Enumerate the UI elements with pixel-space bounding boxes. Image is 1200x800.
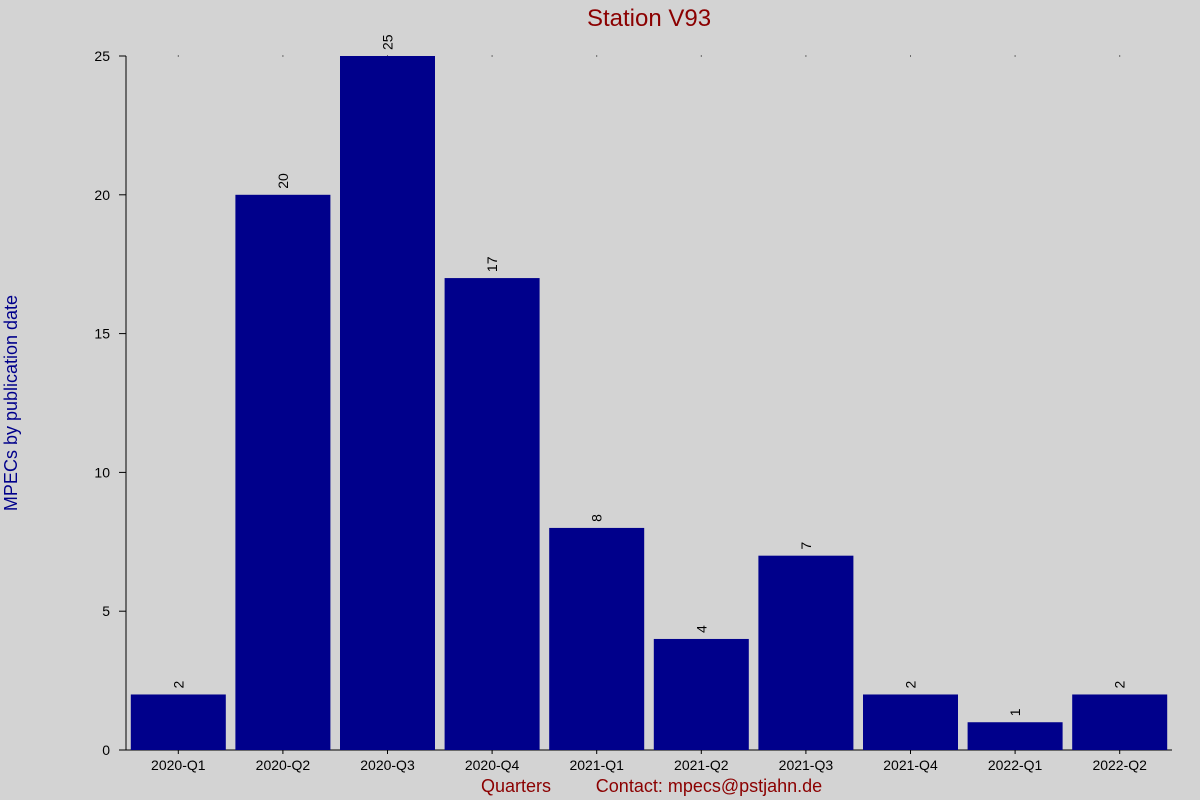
top-tick-mark [700, 55, 702, 57]
top-tick-mark [282, 55, 284, 57]
top-tick-mark [491, 55, 493, 57]
bar [444, 278, 540, 750]
data-label: 2 [170, 680, 186, 688]
chart-title: Station V93 [587, 5, 711, 32]
top-tick-mark [1014, 55, 1016, 57]
x-tick-label: 2020-Q1 [151, 757, 206, 773]
y-tick-label: 20 [94, 187, 110, 203]
x-axis-label: Quarters [481, 776, 551, 796]
top-tick-mark [177, 55, 179, 57]
x-tick-label: 2021-Q2 [674, 757, 729, 773]
bar [130, 694, 226, 750]
data-label: 2 [903, 680, 919, 688]
x-tick-label: 2022-Q2 [1092, 757, 1147, 773]
bars [130, 56, 1168, 751]
x-axis: 2020-Q1 2020-Q2 2020-Q3 2020-Q4 2021-Q1 2021-… [126, 55, 1172, 773]
x-tick-label: 2022-Q1 [988, 757, 1043, 773]
bar [235, 194, 331, 751]
data-label: 7 [798, 542, 814, 550]
x-tick-label: 2020-Q3 [360, 757, 415, 773]
y-tick-label: 5 [102, 603, 110, 619]
data-label: 4 [693, 625, 709, 633]
data-label: 25 [380, 34, 396, 50]
bar [653, 638, 749, 750]
data-label: 1 [1007, 708, 1023, 716]
data-label: 8 [589, 514, 605, 522]
bar [1072, 694, 1168, 750]
bar [340, 56, 435, 750]
y-tick-label: 10 [94, 464, 110, 480]
top-tick-mark [596, 55, 598, 57]
x-tick-label: 2021-Q1 [569, 757, 624, 773]
x-tick-label: 2021-Q3 [779, 757, 834, 773]
contact-text: Contact: mpecs@pstjahn.de [596, 776, 822, 796]
value-labels: 2 20 25 17 8 4 7 2 1 2 [170, 34, 1127, 716]
x-tick-label: 2020-Q4 [465, 757, 520, 773]
y-axis-label: MPECs by publication date [1, 295, 21, 511]
y-tick-label: 0 [102, 742, 110, 758]
y-axis: 0 5 10 15 20 25 [94, 48, 127, 758]
y-tick-label: 25 [94, 48, 110, 64]
bar [967, 722, 1063, 750]
bar [758, 555, 854, 750]
data-label: 2 [1112, 680, 1128, 688]
top-tick-mark [910, 55, 911, 57]
x-tick-label: 2020-Q2 [256, 757, 311, 773]
top-tick-mark [1119, 55, 1121, 57]
data-label: 20 [275, 173, 291, 189]
data-label: 17 [484, 256, 500, 272]
bar [549, 527, 645, 750]
x-tick-label: 2021-Q4 [883, 757, 938, 773]
bar [863, 694, 958, 750]
y-tick-label: 15 [94, 326, 110, 342]
top-tick-mark [805, 55, 807, 57]
